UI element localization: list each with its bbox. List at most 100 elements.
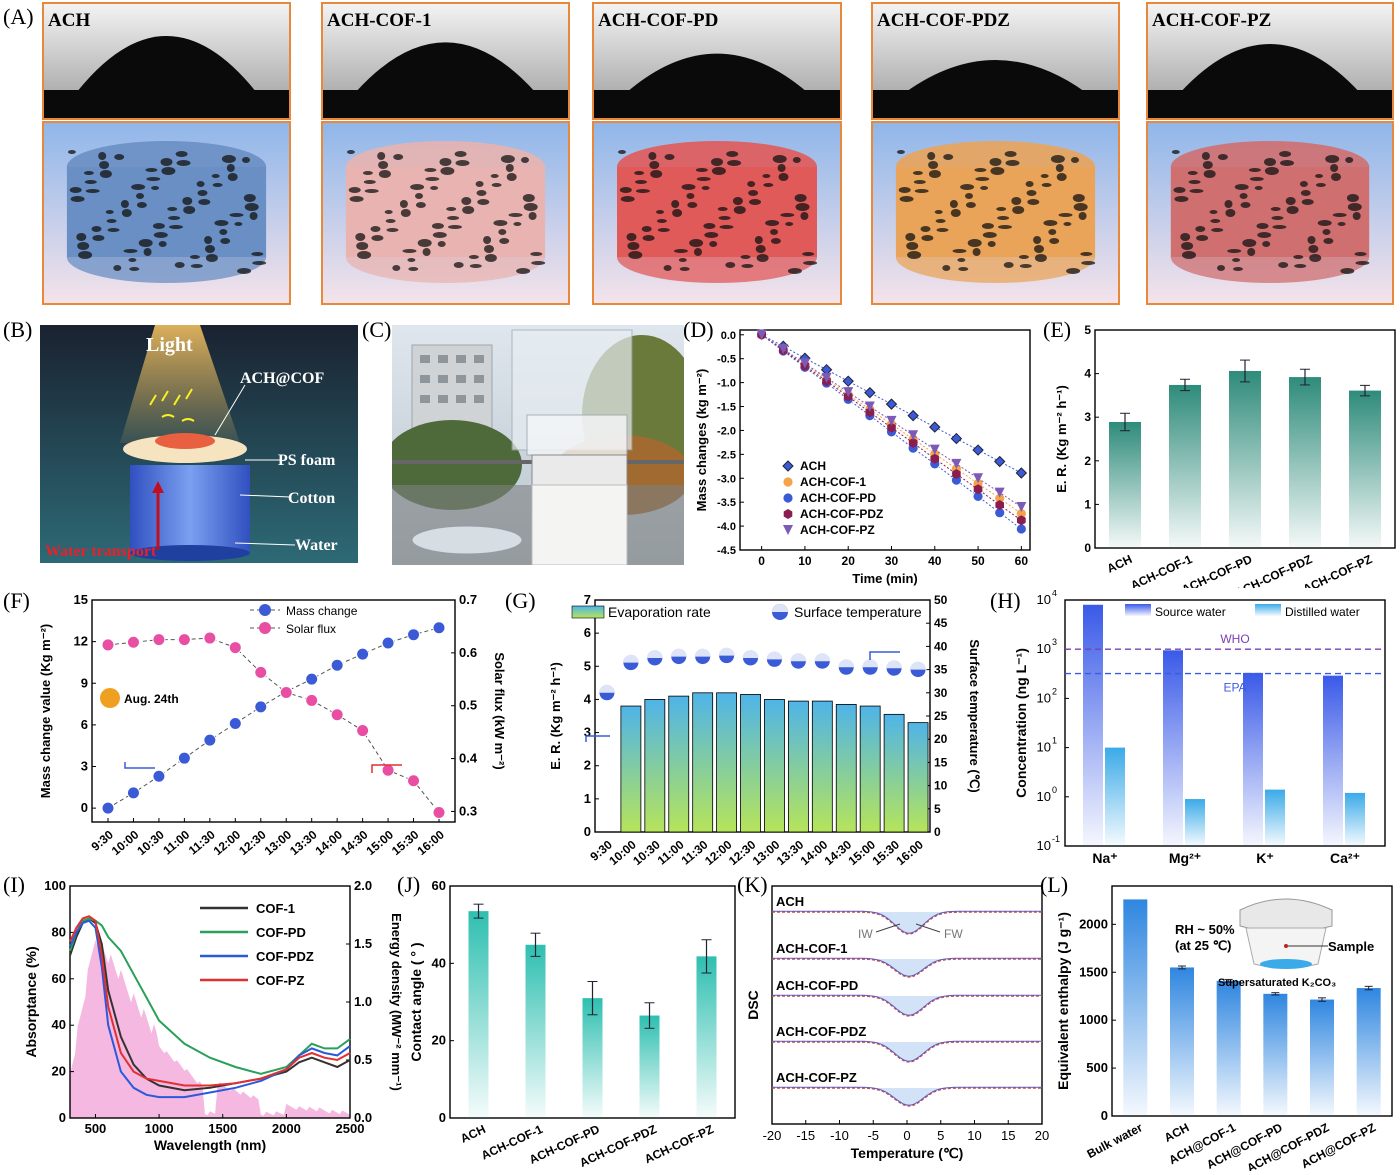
data-point [993, 455, 1006, 468]
y-tick-label: 4 [584, 691, 592, 706]
pore [1058, 213, 1073, 217]
pore [243, 194, 256, 202]
pore [1262, 241, 1271, 247]
pore [477, 199, 490, 205]
y2-tick-label: 45 [934, 616, 948, 630]
pore [1270, 207, 1281, 211]
bar [525, 944, 546, 1118]
pore [1034, 245, 1044, 253]
pore [128, 258, 137, 262]
sample-tile-3: ACH-COF-PD [592, 2, 842, 305]
pore [1299, 181, 1308, 187]
pore [493, 220, 508, 226]
droplet [627, 53, 807, 92]
pore [1048, 229, 1057, 235]
cylinder-top [66, 141, 267, 193]
y2-tick-label: 50 [934, 593, 948, 607]
pore [965, 202, 976, 208]
y-axis-label: Concentration (ng L⁻¹) [1013, 648, 1029, 798]
y2-tick-label: 0.6 [459, 645, 477, 660]
y-tick-label: 7 [584, 592, 591, 607]
dsc-fit-4 [772, 1086, 1042, 1106]
data-point [756, 329, 767, 340]
x-tick-label: 12:00 [211, 827, 244, 858]
dsc-curve-3 [772, 1041, 1042, 1063]
pore [927, 152, 936, 160]
y-tick-label: -0.5 [717, 354, 736, 366]
pore [169, 225, 183, 229]
inset-sample: Sample [1328, 939, 1374, 954]
data-point [994, 487, 1005, 498]
pore [425, 177, 440, 181]
series-line-1 [107, 637, 440, 813]
pore [794, 194, 807, 202]
pore [392, 265, 401, 271]
data-point [930, 453, 940, 464]
temp-point-cap [622, 654, 639, 663]
pore [896, 150, 905, 154]
y-tick-label: 5 [1084, 323, 1091, 337]
water-label: Water [295, 537, 338, 554]
pore [1247, 248, 1256, 256]
series-label: ACH-COF-PZ [776, 1070, 857, 1085]
pore [1337, 222, 1346, 226]
pore [913, 180, 926, 184]
pore [990, 167, 1005, 175]
y2-axis-label: Solar flux (kW m⁻²) [492, 652, 507, 769]
pore [114, 154, 125, 160]
pore [1041, 183, 1052, 187]
bar [716, 692, 738, 833]
y-tick-label: 60 [432, 878, 446, 893]
legend-marker [1125, 604, 1151, 616]
pore [99, 161, 110, 169]
x-tick-label: 13:30 [287, 827, 320, 858]
pore [1066, 268, 1081, 274]
pore [635, 180, 647, 184]
data-point [864, 386, 876, 399]
pore [161, 167, 176, 175]
droplet [905, 60, 1086, 92]
data-point [885, 398, 898, 410]
pore [1210, 219, 1221, 223]
x-tick-label: 30 [885, 554, 899, 568]
pore [422, 248, 431, 256]
temp-point-cap [862, 659, 879, 668]
pore [663, 265, 672, 271]
bar [1163, 650, 1183, 846]
chart-f-outdoor-mass-flux: 0 3 6 9 12 15 0.3 0.4 0.5 0.6 0.7 Mass change value… [38, 592, 507, 858]
temp-point-cap [814, 653, 831, 662]
bar [1265, 789, 1285, 846]
pore [673, 249, 688, 253]
x-tick-label: 10:30 [134, 827, 167, 858]
dsc-fill-1 [772, 959, 1042, 977]
x-tick-label: 20 [842, 554, 856, 568]
annotation-iw: IW [858, 927, 873, 941]
pore [505, 164, 514, 172]
pore [221, 155, 236, 163]
pore [656, 219, 667, 223]
pore [672, 209, 683, 217]
pore [803, 261, 818, 265]
legend-label: Surface temperature [794, 604, 922, 620]
pore [521, 157, 529, 163]
pore [212, 183, 223, 187]
dsc-curve-4 [772, 1087, 1042, 1107]
y-tick-label: 0.0 [721, 330, 736, 342]
pore [719, 225, 734, 229]
pore [1080, 252, 1093, 256]
data-point [929, 444, 940, 455]
pore [1249, 177, 1264, 181]
bar [787, 700, 809, 833]
x-tick-label: 14:00 [313, 827, 346, 858]
y-tick-label: -1.5 [717, 402, 736, 414]
pore [1027, 199, 1040, 205]
temp-point-cap [838, 659, 855, 668]
pore [1050, 155, 1065, 163]
pore [408, 267, 419, 271]
pore [121, 209, 132, 217]
pore [249, 212, 258, 220]
y-tick-exponent: 0 [1052, 785, 1057, 795]
y-tick-label: 0 [439, 1110, 446, 1125]
bar [1216, 980, 1241, 1116]
pore [1308, 245, 1319, 253]
